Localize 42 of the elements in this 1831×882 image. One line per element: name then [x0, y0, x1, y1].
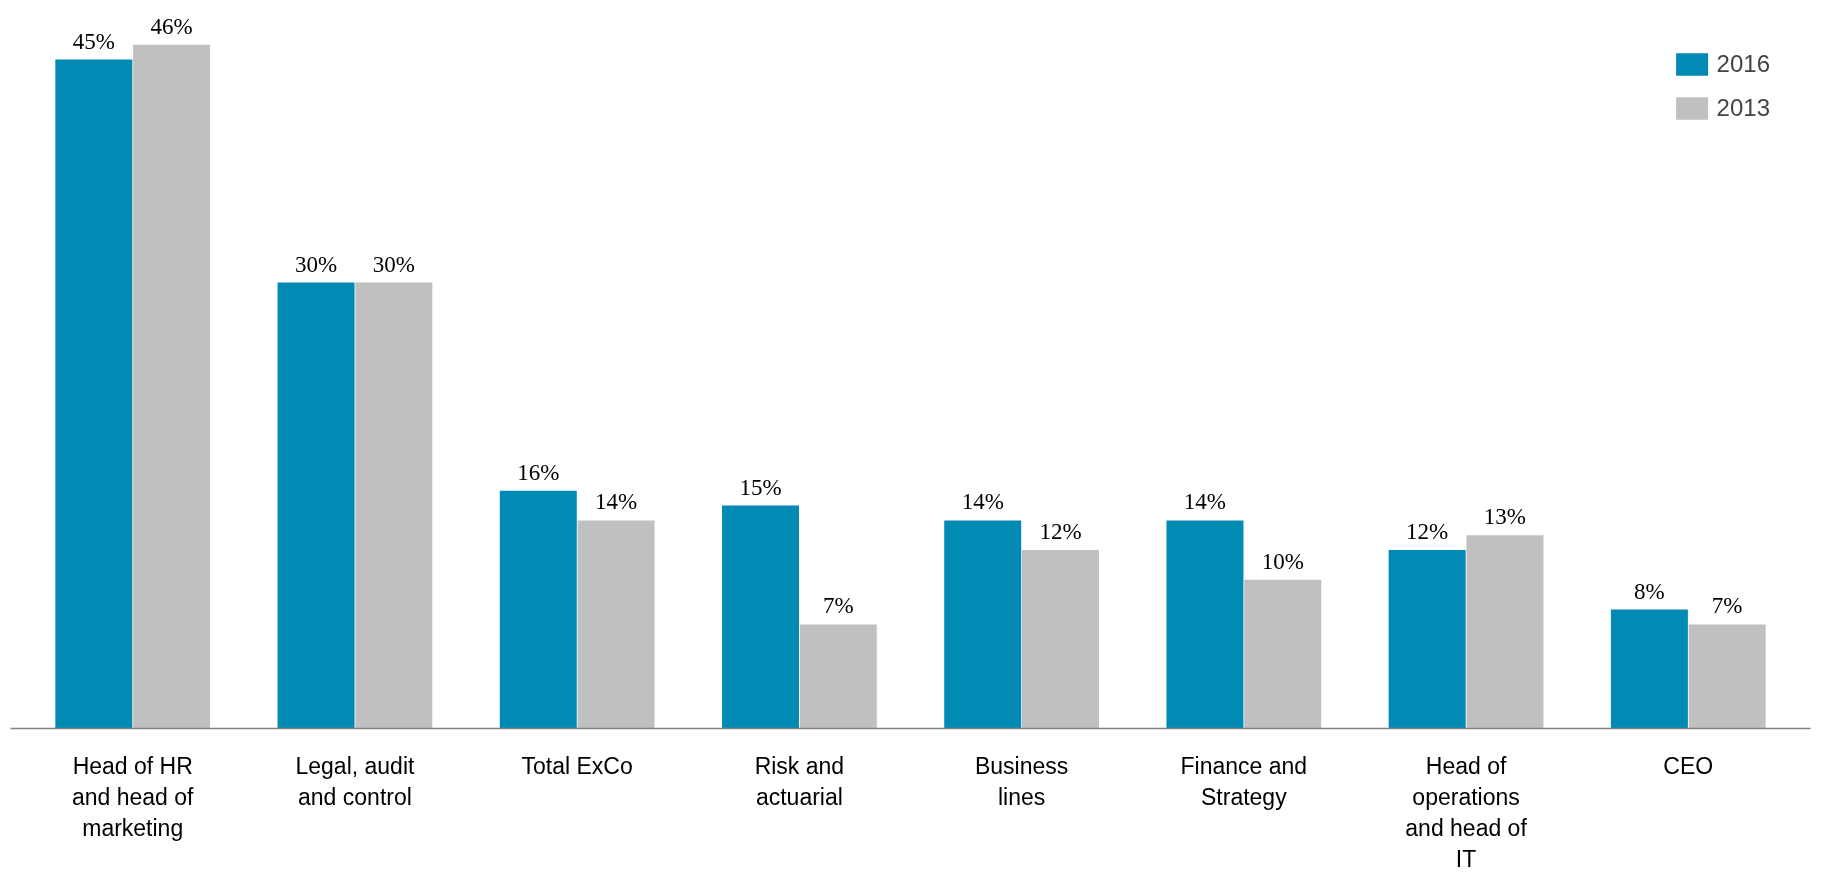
bar — [944, 520, 1022, 729]
bar — [1388, 550, 1466, 729]
x-tick-label: Finance and Strategy — [1180, 752, 1308, 810]
data-label: 30% — [372, 251, 415, 277]
data-label: 13% — [1483, 504, 1527, 530]
data-label: 8% — [1634, 578, 1665, 604]
bar — [722, 505, 799, 729]
bar — [133, 44, 211, 729]
data-label: 10% — [1261, 548, 1304, 574]
bar — [1466, 535, 1544, 729]
bar — [577, 520, 655, 729]
data-label: 7% — [822, 593, 854, 619]
bar — [355, 282, 433, 729]
x-tick-label: CEO — [1663, 752, 1714, 779]
bar — [1244, 579, 1322, 729]
bar — [55, 59, 133, 729]
x-tick-label: Total ExCo — [521, 752, 633, 779]
x-tick-label: Business lines — [974, 752, 1069, 810]
bar — [799, 624, 877, 729]
data-label: 46% — [150, 13, 193, 39]
data-label: 14% — [1183, 489, 1227, 515]
data-label: 16% — [517, 459, 560, 485]
x-tick-label: Head of operations and head of IT — [1405, 752, 1528, 873]
data-label: 14% — [594, 489, 638, 515]
data-label: 45% — [72, 28, 115, 54]
x-tick-label: Risk and actuarial — [754, 752, 845, 810]
data-label: 12% — [1406, 519, 1449, 545]
bar — [499, 490, 577, 729]
bar — [1166, 520, 1244, 729]
legend-label: 2013 — [1716, 94, 1770, 122]
data-label: 7% — [1711, 593, 1743, 619]
data-label: 14% — [961, 489, 1004, 515]
legend-label: 2016 — [1716, 50, 1770, 78]
bar — [1022, 550, 1099, 729]
x-tick-label: Head of HR and head of marketing — [71, 752, 195, 841]
bar — [1610, 609, 1688, 729]
data-label: 30% — [294, 251, 338, 277]
bar — [1688, 624, 1766, 729]
x-tick-label: Legal, audit and control — [295, 752, 416, 810]
bar — [277, 282, 355, 729]
data-label: 12% — [1039, 519, 1082, 545]
data-label: 15% — [739, 474, 782, 500]
